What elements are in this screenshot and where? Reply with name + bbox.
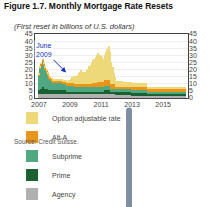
svg-text:40: 40: [25, 38, 33, 45]
svg-text:10: 10: [25, 80, 33, 87]
svg-text:20: 20: [189, 66, 197, 73]
svg-text:0: 0: [29, 94, 33, 101]
svg-text:10: 10: [189, 80, 197, 87]
svg-text:20: 20: [25, 66, 33, 73]
svg-text:2015: 2015: [155, 101, 171, 108]
svg-text:Figure 1.7. Monthly Mortgage R: Figure 1.7. Monthly Mortgage Rate Resets: [4, 1, 173, 11]
svg-text:(First reset in billions of U.: (First reset in billions of U.S. dollars…: [14, 22, 135, 31]
svg-text:2007: 2007: [31, 101, 47, 108]
svg-text:40: 40: [189, 38, 197, 45]
svg-text:15: 15: [25, 73, 33, 80]
svg-text:Alt-A: Alt-A: [52, 134, 68, 141]
svg-text:Prime: Prime: [52, 172, 70, 179]
svg-text:30: 30: [189, 52, 197, 59]
svg-text:2009: 2009: [62, 101, 78, 108]
svg-text:45: 45: [25, 30, 33, 37]
svg-text:2013: 2013: [124, 101, 140, 108]
svg-text:25: 25: [189, 59, 197, 66]
svg-text:35: 35: [189, 45, 197, 52]
svg-text:Option adjustable rate: Option adjustable rate: [52, 115, 121, 123]
svg-text:0: 0: [189, 94, 193, 101]
svg-text:Agency: Agency: [52, 191, 76, 199]
svg-text:25: 25: [25, 59, 33, 66]
svg-text:June2009: June2009: [36, 42, 52, 58]
svg-text:15: 15: [189, 73, 197, 80]
svg-text:5: 5: [189, 87, 193, 94]
svg-text:Subprime: Subprime: [52, 153, 82, 161]
svg-text:35: 35: [25, 45, 33, 52]
svg-text:45: 45: [189, 30, 197, 37]
svg-text:Source: Credit Suisse.: Source: Credit Suisse.: [14, 138, 79, 145]
svg-text:2011: 2011: [93, 101, 108, 108]
svg-text:5: 5: [29, 87, 33, 94]
svg-text:30: 30: [25, 52, 33, 59]
